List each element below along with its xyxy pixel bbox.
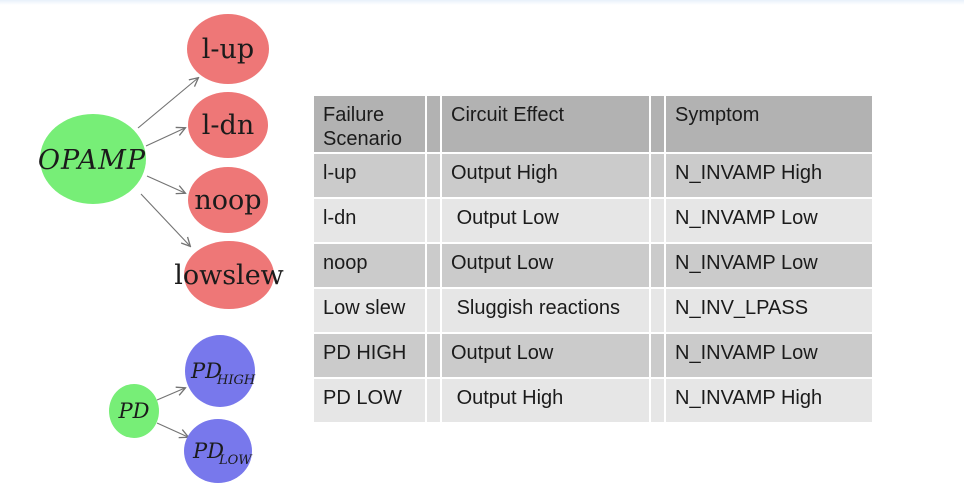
- header-symptom: Symptom: [666, 96, 872, 152]
- spacer-cell: [427, 199, 440, 242]
- table-row: l-up Output High N_INVAMP High: [314, 154, 872, 197]
- node-ldn: l-dn: [188, 92, 268, 158]
- window-top-edge: [0, 0, 964, 5]
- node-pd: PD: [109, 384, 159, 438]
- node-opamp-ellipse: [40, 114, 146, 204]
- cell-scenario: PD HIGH: [314, 334, 425, 377]
- pd-edges: [156, 388, 188, 437]
- fault-tree-diagram: OPAMP l-up l-dn noop lowslew PD PD HIG: [38, 14, 284, 483]
- node-pd-low-subscript: LOW: [218, 453, 253, 468]
- spacer-cell: [651, 334, 664, 377]
- node-lup: l-up: [187, 14, 269, 84]
- cell-symptom: N_INVAMP Low: [666, 334, 872, 377]
- node-lowslew: lowslew: [174, 241, 284, 309]
- node-noop-ellipse: [188, 167, 268, 233]
- node-pd-low-ellipse: [184, 419, 252, 483]
- node-pd-low: PD LOW: [184, 419, 253, 483]
- node-pd-label: PD: [118, 399, 150, 423]
- cell-effect: Output High: [442, 379, 649, 422]
- cell-symptom: N_INVAMP High: [666, 379, 872, 422]
- node-noop: noop: [188, 167, 268, 233]
- spacer-cell: [651, 244, 664, 287]
- spacer-cell: [651, 199, 664, 242]
- spacer-cell: [427, 289, 440, 332]
- cell-scenario: Low slew: [314, 289, 425, 332]
- node-lowslew-label: lowslew: [174, 260, 284, 291]
- cell-effect: Output Low: [442, 199, 649, 242]
- cell-scenario: l-dn: [314, 199, 425, 242]
- failure-scenario-table: Failure Scenario Circuit Effect Symptom …: [312, 94, 874, 424]
- spacer-cell: [427, 244, 440, 287]
- header-circuit-effect: Circuit Effect: [442, 96, 649, 152]
- edge-opamp-noop: [146, 175, 185, 193]
- header-failure-scenario: Failure Scenario: [314, 96, 425, 152]
- cell-scenario: PD LOW: [314, 379, 425, 422]
- cell-effect: Sluggish reactions: [442, 289, 649, 332]
- node-pd-high-subscript: HIGH: [216, 373, 256, 388]
- node-ldn-ellipse: [188, 92, 268, 158]
- cell-effect: Output High: [442, 154, 649, 197]
- cell-symptom: N_INVAMP Low: [666, 244, 872, 287]
- node-pd-high-ellipse: [185, 335, 255, 407]
- node-pd-ellipse: [109, 384, 159, 438]
- node-opamp-label: OPAMP: [38, 145, 146, 176]
- spacer-cell: [651, 96, 664, 152]
- spacer-cell: [651, 154, 664, 197]
- table-row: noop Output Low N_INVAMP Low: [314, 244, 872, 287]
- edge-opamp-lup: [137, 78, 198, 129]
- node-pd-high: PD HIGH: [185, 335, 256, 407]
- spacer-cell: [427, 154, 440, 197]
- cell-symptom: N_INVAMP Low: [666, 199, 872, 242]
- opamp-edges: [137, 78, 198, 246]
- edge-opamp-ldn: [145, 128, 185, 147]
- cell-effect: Output Low: [442, 244, 649, 287]
- table-row: PD HIGH Output Low N_INVAMP Low: [314, 334, 872, 377]
- spacer-cell: [427, 334, 440, 377]
- cell-symptom: N_INVAMP High: [666, 154, 872, 197]
- node-lup-ellipse: [187, 14, 269, 84]
- cell-effect: Output Low: [442, 334, 649, 377]
- node-noop-label: noop: [194, 185, 261, 216]
- spacer-cell: [651, 289, 664, 332]
- edge-opamp-lowslew: [140, 193, 190, 246]
- node-pd-high-label: PD: [190, 359, 222, 383]
- node-opamp: OPAMP: [38, 114, 146, 204]
- table-row: Low slew Sluggish reactions N_INV_LPASS: [314, 289, 872, 332]
- cell-scenario: l-up: [314, 154, 425, 197]
- node-lowslew-ellipse: [184, 241, 274, 309]
- spacer-cell: [427, 379, 440, 422]
- table-header-row: Failure Scenario Circuit Effect Symptom: [314, 96, 872, 152]
- table-row: PD LOW Output High N_INVAMP High: [314, 379, 872, 422]
- spacer-cell: [651, 379, 664, 422]
- node-pd-low-label: PD: [192, 439, 224, 463]
- spacer-cell: [427, 96, 440, 152]
- edge-pd-low: [156, 422, 188, 437]
- node-lup-label: l-up: [202, 34, 254, 65]
- node-ldn-label: l-dn: [202, 110, 254, 141]
- table-row: l-dn Output Low N_INVAMP Low: [314, 199, 872, 242]
- cell-scenario: noop: [314, 244, 425, 287]
- edge-pd-high: [156, 388, 185, 401]
- cell-symptom: N_INV_LPASS: [666, 289, 872, 332]
